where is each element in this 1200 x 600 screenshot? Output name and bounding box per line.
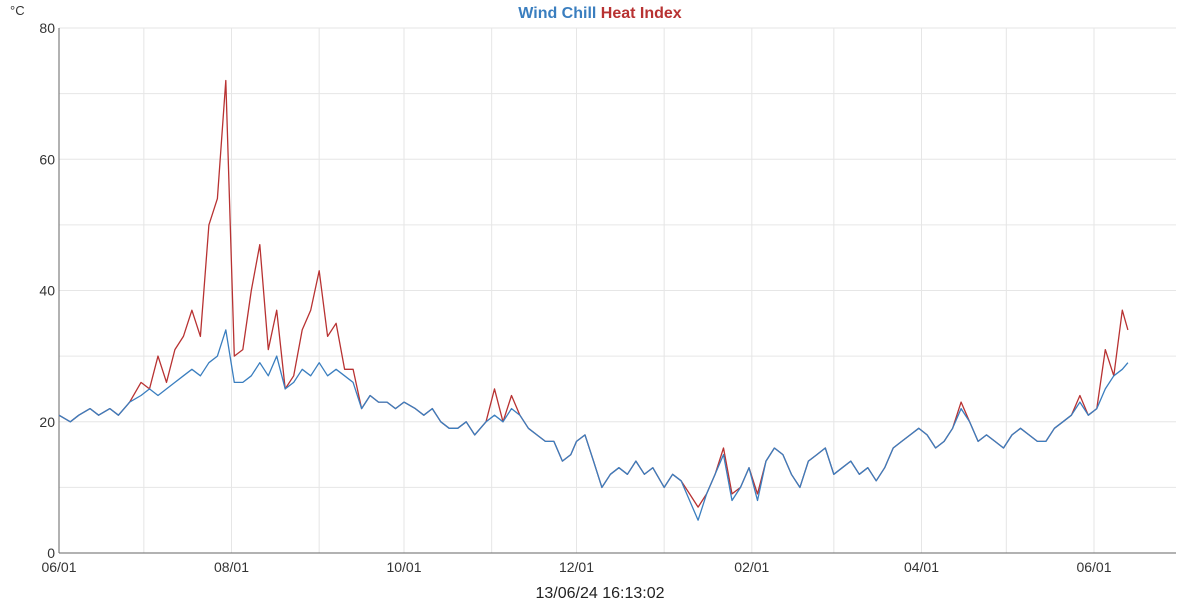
chart-title: Wind Chill Heat Index [518,5,682,22]
x-tick-label: 08/01 [214,559,249,575]
y-tick-label: 40 [39,283,55,299]
series-lines [58,79,1129,521]
title-part-2: Heat Index [596,5,681,22]
title-part-1: Wind Chill [518,5,596,22]
x-tick-label: 12/01 [559,559,594,575]
y-tick-label: 60 [39,151,55,167]
series-line-heat-index [58,79,1129,508]
grid-lines [58,27,1176,554]
x-tick-label: 06/01 [41,559,76,575]
x-tick-label: 10/01 [386,559,421,575]
y-tick-label: 80 [39,20,55,36]
timestamp-footer: 13/06/24 16:13:02 [535,585,664,600]
y-unit-label: °C [10,3,25,18]
series-line-wind-chill [58,329,1129,521]
x-tick-labels: 06/01 08/01 10/01 12/01 02/01 04/01 06/01 [41,559,1111,575]
y-tick-labels: 0 20 40 60 80 [39,20,55,561]
x-tick-label: 02/01 [734,559,769,575]
y-tick-label: 0 [47,545,55,561]
y-tick-label: 20 [39,414,55,430]
x-tick-label: 04/01 [904,559,939,575]
axes [58,28,1176,554]
x-tick-label: 06/01 [1076,559,1111,575]
